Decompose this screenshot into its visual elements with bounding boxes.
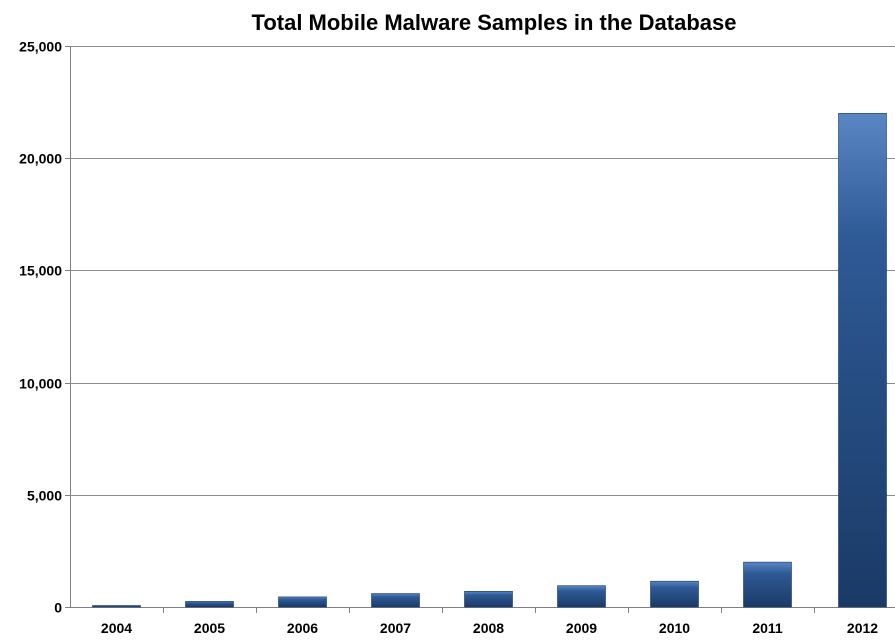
x-tick-label: 2007: [380, 620, 411, 636]
x-tick-label: 2010: [659, 620, 690, 636]
x-tick-label: 2006: [287, 620, 318, 636]
y-tick-label: 25,000: [19, 39, 62, 55]
bar: [650, 580, 699, 608]
y-tick-label: 15,000: [19, 263, 62, 279]
bar: [838, 113, 887, 608]
bars: [92, 113, 887, 608]
x-tick-label: 2012: [847, 620, 878, 636]
bar: [92, 605, 141, 608]
y-tick-labels: 0 5,000 10,000 15,000 20,000 25,000: [19, 39, 62, 616]
bar: [464, 590, 513, 608]
y-tick-label: 10,000: [19, 376, 62, 392]
y-tick-label: 5,000: [27, 488, 62, 504]
chart-title: Total Mobile Malware Samples in the Data…: [251, 10, 737, 35]
x-tick-labels: 2004 2005 2006 2007 2008 2009 2010 2011 2012: [101, 620, 878, 636]
x-tick-label: 2004: [101, 620, 132, 636]
y-tick-label: 0: [54, 600, 62, 616]
axes: [65, 46, 895, 613]
x-tick-label: 2011: [752, 620, 783, 636]
bar: [185, 601, 234, 608]
bar: [278, 596, 327, 608]
bar: [371, 593, 420, 608]
y-tick-label: 20,000: [19, 151, 62, 167]
bar: [743, 561, 792, 608]
x-tick-label: 2005: [194, 620, 225, 636]
bar: [557, 585, 606, 608]
x-tick-label: 2008: [473, 620, 504, 636]
gridlines: [70, 46, 895, 496]
x-tick-label: 2009: [566, 620, 597, 636]
